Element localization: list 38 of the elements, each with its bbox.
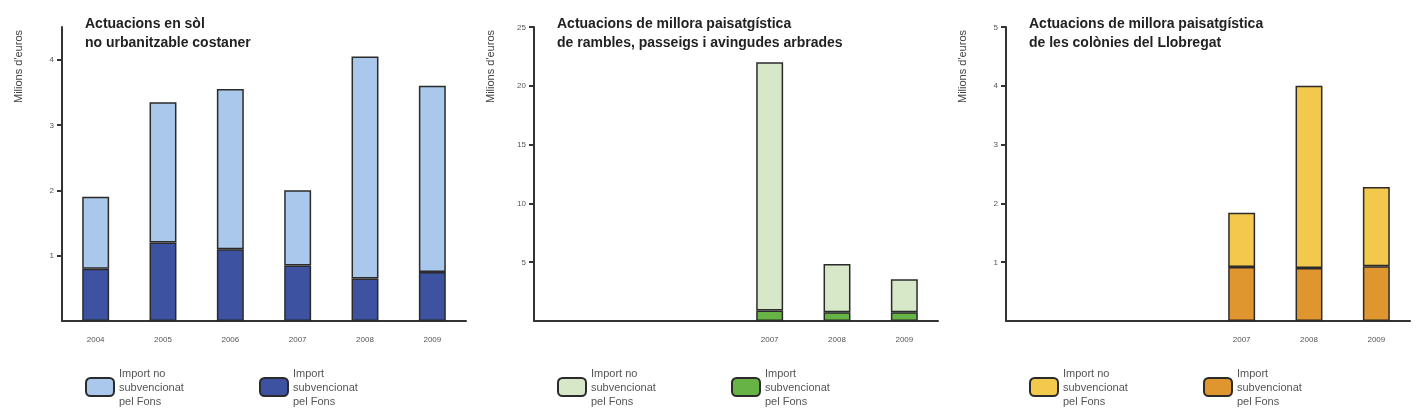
y-tick-label: 2 [993,198,999,208]
x-tick-label: 2004 [86,334,106,344]
y-tick-label: 4 [49,55,55,65]
y-tick-label: 2 [49,185,55,195]
x-tick-label: 2009 [423,334,442,344]
y-axis-title: Milions d'euros [11,29,24,104]
y-axis-title: Milions d'euros [483,29,496,104]
chart-title: Actuacions de millora paisatgística de rambles, passeigs i avingudes arbrades [557,14,843,50]
chart-title: Actuacions de millora paisatgística de les colònies del Llobregat [1029,14,1264,50]
y-axis-title: Milions d'euros [955,29,968,104]
y-tick-label: 1 [993,257,999,267]
legend-label: Import no subvencionat pel Fons [591,367,659,407]
legend-label: Import subvencionat pel Fons [1237,367,1305,407]
x-tick-label: 2008 [356,334,375,344]
legend-label: Import subvencionat pel Fons [765,367,833,407]
y-tick-label: 4 [993,81,999,91]
x-tick-label: 2008 [828,334,847,344]
y-tick-label: 25 [517,22,527,32]
y-tick-label: 20 [517,81,527,91]
legend-label: Import no subvencionat pel Fons [119,367,187,407]
legend-label: Import no subvencionat pel Fons [1063,367,1131,407]
x-tick-label: 2008 [1300,334,1319,344]
x-tick-label: 2005 [154,334,173,344]
y-tick-label: 15 [517,140,527,150]
y-tick-label: 5 [521,257,527,267]
y-tick-label: 3 [49,120,55,130]
x-tick-label: 2007 [288,334,308,344]
y-tick-label: 1 [49,251,55,261]
legend-label: Import subvencionat pel Fons [293,367,361,407]
x-tick-label: 2006 [221,334,240,344]
y-tick-label: 3 [993,140,999,150]
y-tick-label: 10 [517,198,527,208]
x-tick-label: 2007 [760,334,780,344]
chart-title: Actuacions en sòl no urbanitzable costaner [85,14,252,50]
y-tick-label: 5 [993,22,999,32]
x-tick-label: 2009 [1367,334,1386,344]
x-tick-label: 2009 [895,334,914,344]
x-tick-label: 2007 [1232,334,1252,344]
